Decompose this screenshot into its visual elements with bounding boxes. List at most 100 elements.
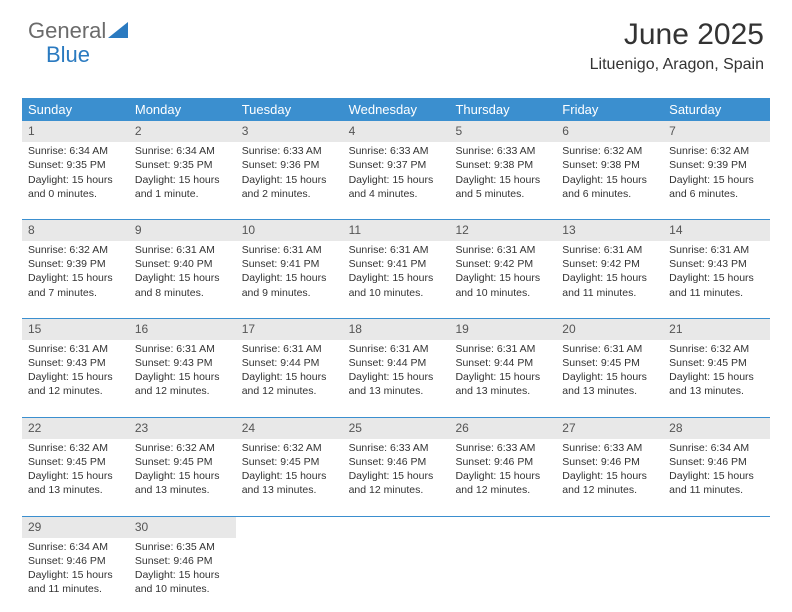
daylight-text: Daylight: 15 hours and 9 minutes. [242,271,337,299]
day-header: Monday [129,98,236,121]
date-number: 14 [663,220,770,241]
sunrise-text: Sunrise: 6:31 AM [455,342,550,356]
sunset-text: Sunset: 9:36 PM [242,158,337,172]
daylight-text: Daylight: 15 hours and 11 minutes. [28,568,123,596]
daylight-text: Daylight: 15 hours and 12 minutes. [455,469,550,497]
sunset-text: Sunset: 9:46 PM [349,455,444,469]
date-number: 16 [129,319,236,340]
date-number: 1 [22,121,129,142]
cell-body: Sunrise: 6:32 AMSunset: 9:38 PMDaylight:… [556,142,663,205]
sunrise-text: Sunrise: 6:31 AM [28,342,123,356]
sunset-text: Sunset: 9:46 PM [135,554,230,568]
date-number: 11 [343,220,450,241]
date-number: 3 [236,121,343,142]
calendar-cell: 9Sunrise: 6:31 AMSunset: 9:40 PMDaylight… [129,220,236,304]
daylight-text: Daylight: 15 hours and 10 minutes. [455,271,550,299]
sunrise-text: Sunrise: 6:33 AM [562,441,657,455]
sunrise-text: Sunrise: 6:34 AM [28,540,123,554]
calendar-cell: 16Sunrise: 6:31 AMSunset: 9:43 PMDayligh… [129,319,236,403]
calendar-cell: 1Sunrise: 6:34 AMSunset: 9:35 PMDaylight… [22,121,129,205]
calendar-cell: 26Sunrise: 6:33 AMSunset: 9:46 PMDayligh… [449,418,556,502]
cell-body: Sunrise: 6:31 AMSunset: 9:41 PMDaylight:… [343,241,450,304]
sunrise-text: Sunrise: 6:33 AM [349,144,444,158]
sunset-text: Sunset: 9:35 PM [135,158,230,172]
week-row: 22 Sunrise: 6:32 AMSunset: 9:45 PM Dayligh… [22,417,770,502]
calendar-cell: 15Sunrise: 6:31 AMSunset: 9:43 PMDayligh… [22,319,129,403]
calendar-cell: 28Sunrise: 6:34 AMSunset: 9:46 PMDayligh… [663,418,770,502]
cell-body: Sunrise: 6:33 AMSunset: 9:46 PMDaylight:… [449,439,556,502]
cell-body: Sunrise: 6:31 AMSunset: 9:40 PMDaylight:… [129,241,236,304]
sunset-text: Sunset: 9:45 PM [669,356,764,370]
date-number [236,517,343,522]
day-header: Saturday [663,98,770,121]
sunrise-text: Sunrise: 6:34 AM [28,144,123,158]
calendar-cell [236,517,343,601]
date-number: 27 [556,418,663,439]
daylight-text: Daylight: 15 hours and 13 minutes. [455,370,550,398]
sunset-text: Sunset: 9:45 PM [562,356,657,370]
calendar-cell [663,517,770,601]
sunrise-text: Sunrise: 6:31 AM [562,243,657,257]
date-number [449,517,556,522]
sunset-text: Sunset: 9:46 PM [455,455,550,469]
sunset-text: Sunset: 9:38 PM [562,158,657,172]
calendar-cell: 20Sunrise: 6:31 AMSunset: 9:45 PMDayligh… [556,319,663,403]
cell-body: Sunrise: 6:31 AMSunset: 9:45 PMDaylight:… [556,340,663,403]
sunrise-text: Sunrise: 6:31 AM [349,342,444,356]
daylight-text: Daylight: 15 hours and 6 minutes. [562,173,657,201]
page-header: June 2025 Lituenigo, Aragon, Spain [590,18,764,74]
sunset-text: Sunset: 9:37 PM [349,158,444,172]
daylight-text: Daylight: 15 hours and 4 minutes. [349,173,444,201]
date-number [663,517,770,522]
cell-body: Sunrise: 6:31 AMSunset: 9:41 PMDaylight:… [236,241,343,304]
day-header: Friday [556,98,663,121]
sunset-text: Sunset: 9:46 PM [669,455,764,469]
daylight-text: Daylight: 15 hours and 12 minutes. [135,370,230,398]
daylight-text: Daylight: 15 hours and 12 minutes. [349,469,444,497]
sunset-text: Sunset: 9:44 PM [242,356,337,370]
calendar-cell: 17Sunrise: 6:31 AMSunset: 9:44 PMDayligh… [236,319,343,403]
sunset-text: Sunset: 9:44 PM [349,356,444,370]
cell-body: Sunrise: 6:33 AMSunset: 9:38 PMDaylight:… [449,142,556,205]
day-header: Sunday [22,98,129,121]
sunrise-text: Sunrise: 6:34 AM [135,144,230,158]
cell-body: Sunrise: 6:33 AMSunset: 9:37 PMDaylight:… [343,142,450,205]
calendar-cell: 21Sunrise: 6:32 AMSunset: 9:45 PMDayligh… [663,319,770,403]
cell-body: Sunrise: 6:31 AMSunset: 9:42 PMDaylight:… [556,241,663,304]
sunset-text: Sunset: 9:35 PM [28,158,123,172]
date-number: 5 [449,121,556,142]
daylight-text: Daylight: 15 hours and 13 minutes. [669,370,764,398]
date-number: 7 [663,121,770,142]
calendar-cell: 12Sunrise: 6:31 AMSunset: 9:42 PMDayligh… [449,220,556,304]
sunset-text: Sunset: 9:46 PM [562,455,657,469]
sunrise-text: Sunrise: 6:31 AM [135,342,230,356]
daylight-text: Daylight: 15 hours and 11 minutes. [669,271,764,299]
sunset-text: Sunset: 9:45 PM [242,455,337,469]
date-number: 23 [129,418,236,439]
brand-logo: General Blue [28,18,128,44]
cell-body: Sunrise: 6:33 AMSunset: 9:36 PMDaylight:… [236,142,343,205]
sunrise-text: Sunrise: 6:31 AM [562,342,657,356]
cell-body: Sunrise: 6:31 AMSunset: 9:43 PMDaylight:… [22,340,129,403]
cell-body: Sunrise: 6:31 AMSunset: 9:44 PMDaylight:… [449,340,556,403]
daylight-text: Daylight: 15 hours and 8 minutes. [135,271,230,299]
sunrise-text: Sunrise: 6:33 AM [242,144,337,158]
cell-body: Sunrise: 6:31 AMSunset: 9:44 PMDaylight:… [236,340,343,403]
sunrise-text: Sunrise: 6:33 AM [349,441,444,455]
calendar-cell: 19Sunrise: 6:31 AMSunset: 9:44 PMDayligh… [449,319,556,403]
day-header-row: Sunday Monday Tuesday Wednesday Thursday… [22,98,770,121]
calendar-cell: 29Sunrise: 6:34 AMSunset: 9:46 PMDayligh… [22,517,129,601]
month-title: June 2025 [590,18,764,52]
calendar-cell: 18Sunrise: 6:31 AMSunset: 9:44 PMDayligh… [343,319,450,403]
cell-body: Sunrise: 6:34 AMSunset: 9:35 PMDaylight:… [22,142,129,205]
calendar-cell: 22Sunrise: 6:32 AMSunset: 9:45 PMDayligh… [22,418,129,502]
sunrise-text: Sunrise: 6:32 AM [242,441,337,455]
daylight-text: Daylight: 15 hours and 7 minutes. [28,271,123,299]
cell-body: Sunrise: 6:32 AMSunset: 9:39 PMDaylight:… [663,142,770,205]
date-number: 22 [22,418,129,439]
date-number: 8 [22,220,129,241]
sunset-text: Sunset: 9:39 PM [28,257,123,271]
week-row: 15Sunrise: 6:31 AMSunset: 9:43 PMDayligh… [22,318,770,403]
cell-body: Sunrise: 6:31 AMSunset: 9:43 PMDaylight:… [663,241,770,304]
daylight-text: Daylight: 15 hours and 12 minutes. [242,370,337,398]
